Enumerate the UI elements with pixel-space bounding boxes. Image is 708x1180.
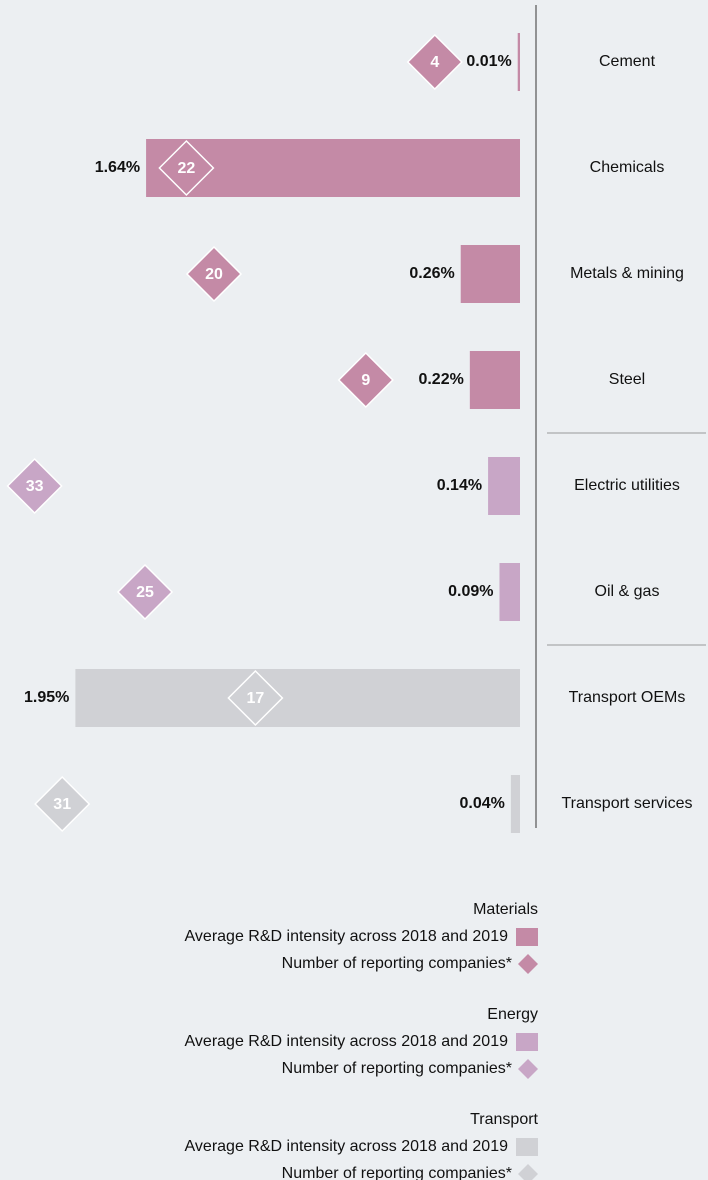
legend-bar-swatch bbox=[516, 1033, 538, 1051]
value-label: 0.09% bbox=[448, 583, 493, 600]
count-label: 31 bbox=[53, 796, 71, 813]
value-label: 0.22% bbox=[418, 371, 463, 388]
count-label: 25 bbox=[136, 584, 154, 601]
count-label: 17 bbox=[247, 690, 265, 707]
legend-bar-label: Average R&D intensity across 2018 and 20… bbox=[185, 1033, 509, 1050]
count-diamond bbox=[34, 775, 91, 833]
bar bbox=[517, 33, 520, 91]
count-diamond bbox=[116, 563, 174, 621]
legend-bar-label: Average R&D intensity across 2018 and 20… bbox=[185, 928, 509, 945]
count-label: 33 bbox=[26, 478, 44, 495]
count-diamond bbox=[406, 33, 463, 91]
legend-group: Energy bbox=[487, 1006, 538, 1023]
count-diamond bbox=[6, 457, 63, 515]
legend-diamond bbox=[518, 954, 538, 974]
legend-group: Transport bbox=[470, 1111, 538, 1128]
category-label: Transport services bbox=[562, 795, 693, 812]
category-label: Oil & gas bbox=[595, 583, 660, 600]
bar bbox=[499, 563, 520, 621]
count-diamond bbox=[185, 245, 243, 303]
value-label: 1.64% bbox=[95, 159, 140, 176]
count-label: 20 bbox=[205, 266, 223, 283]
value-label: 0.04% bbox=[460, 795, 505, 812]
bar bbox=[510, 775, 520, 833]
count-label: 22 bbox=[178, 160, 196, 177]
category-label: Transport OEMs bbox=[569, 689, 686, 706]
legend-diamond bbox=[518, 1164, 538, 1180]
category-label: Steel bbox=[609, 371, 645, 388]
legend-group: Materials bbox=[473, 901, 538, 918]
value-label: 1.95% bbox=[24, 689, 69, 706]
category-label: Cement bbox=[599, 53, 656, 70]
value-label: 0.01% bbox=[466, 53, 511, 70]
bar bbox=[75, 669, 521, 727]
legend-diamond-label: Number of reporting companies* bbox=[282, 1060, 512, 1077]
count-diamond bbox=[158, 139, 215, 197]
count-diamond bbox=[337, 351, 394, 409]
bar bbox=[460, 245, 520, 303]
legend-bar-swatch bbox=[516, 928, 538, 946]
count-label: 9 bbox=[361, 372, 370, 389]
value-label: 0.26% bbox=[409, 265, 454, 282]
legend-diamond bbox=[518, 1059, 538, 1079]
count-diamond bbox=[227, 669, 284, 727]
category-label: Metals & mining bbox=[570, 265, 684, 282]
legend-diamond-label: Number of reporting companies* bbox=[282, 1165, 512, 1180]
legend-diamond-label: Number of reporting companies* bbox=[282, 955, 512, 972]
category-label: Chemicals bbox=[590, 159, 665, 176]
count-label: 4 bbox=[430, 54, 439, 71]
value-label: 0.14% bbox=[437, 477, 482, 494]
category-label: Electric utilities bbox=[574, 477, 680, 494]
legend-bar-swatch bbox=[516, 1138, 538, 1156]
bar bbox=[469, 351, 520, 409]
legend-bar-label: Average R&D intensity across 2018 and 20… bbox=[185, 1138, 509, 1155]
bar bbox=[488, 457, 520, 515]
